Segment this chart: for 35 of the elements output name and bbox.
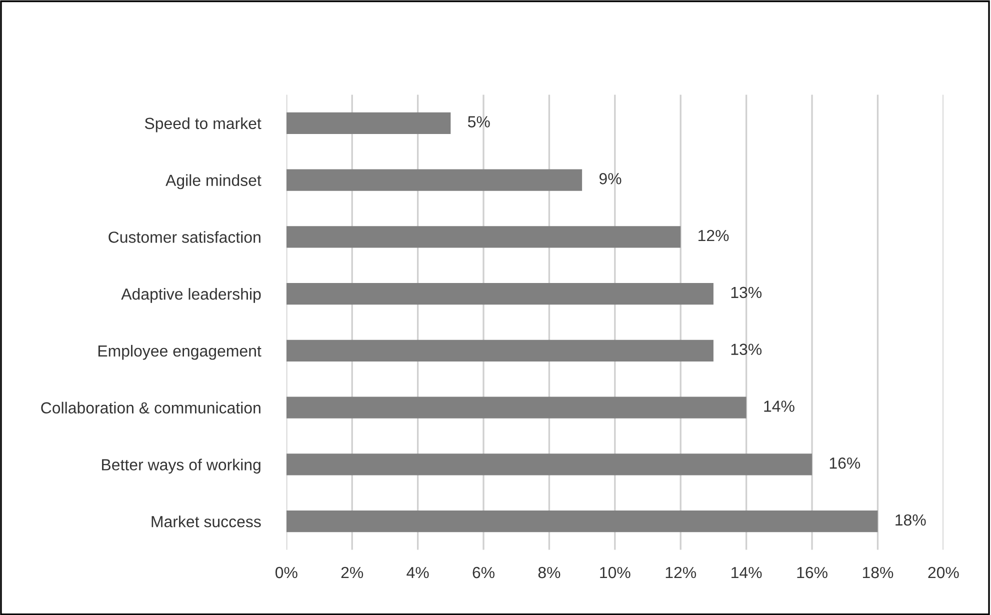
data-label: 9% [599,173,622,184]
y-tick-label: Speed to market [144,117,262,132]
bar [286,510,878,532]
x-tick-label: 4% [406,566,429,578]
bar [286,283,714,305]
bar [286,112,451,134]
y-tick-label: Employee engagement [98,344,262,360]
bar [286,169,582,191]
data-label: 14% [764,400,794,412]
x-tick-label: 10% [600,566,630,578]
data-label: 13% [731,286,762,298]
x-tick-label: 12% [666,566,696,578]
data-label: 16% [830,457,860,469]
y-tick-label: Better ways of working [102,458,260,474]
y-tick-label: Customer satisfaction [108,231,260,243]
y-tick-label: Agile mindset [166,174,262,190]
x-tick-label: 2% [341,566,364,578]
bar [286,454,812,476]
x-tick-label: 14% [732,566,762,578]
x-tick-label: 6% [472,566,494,578]
y-tick-label: Collaboration & communication [41,402,260,414]
data-label: 5% [468,116,490,128]
x-tick-label: 18% [862,566,894,578]
y-tick-label: Adaptive leadership [121,288,261,303]
bar [286,226,681,248]
x-tick-label: 0% [275,566,298,578]
x-tick-label: 20% [928,566,959,578]
data-label: 12% [698,230,729,242]
bar [286,396,746,418]
data-label: 13% [731,344,762,355]
x-tick-label: 16% [797,566,828,578]
x-tick-label: 8% [538,566,560,578]
bar [286,340,714,362]
y-tick-label: Market success [152,516,261,528]
data-label: 18% [896,514,926,526]
